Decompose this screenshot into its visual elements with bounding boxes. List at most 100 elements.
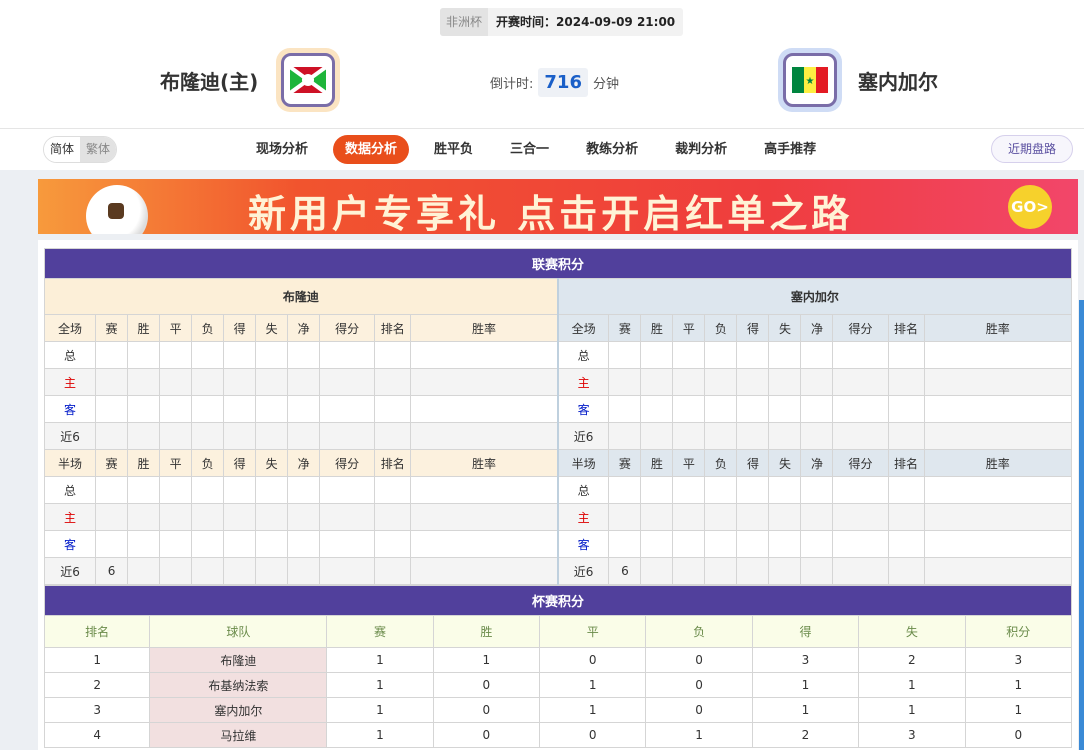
table-cell (410, 341, 559, 369)
table-cell (159, 395, 193, 423)
table-cell (672, 422, 706, 450)
table-cell (704, 395, 738, 423)
table-cell (319, 368, 376, 396)
table-cell (410, 530, 559, 558)
table-cell (410, 368, 559, 396)
table-cell: 0 (645, 697, 753, 723)
table-cell (191, 503, 225, 531)
table-cell (374, 557, 412, 585)
promo-banner[interactable]: 新用户专享礼 点击开启红单之路 GO> (38, 179, 1078, 234)
column-header: 得分 (832, 314, 889, 342)
table-row: 2 布基纳法索 1 0 1 0 1 1 1 (43, 672, 1073, 698)
table-cell: 0 (539, 722, 647, 748)
table-cell (640, 476, 674, 504)
table-cell (191, 422, 225, 450)
table-cell: 1 (326, 647, 434, 673)
table-cell (191, 395, 225, 423)
table-cell (191, 530, 225, 558)
table-cell (832, 476, 889, 504)
table-cell (832, 503, 889, 531)
column-header: 得分 (319, 314, 376, 342)
table-cell (374, 530, 412, 558)
table-cell (672, 530, 706, 558)
league-name[interactable]: 非洲杯 (440, 8, 489, 36)
tab-data[interactable]: 数据分析 (333, 135, 410, 164)
table-cell (923, 503, 1073, 531)
table-cell (768, 503, 802, 531)
table-cell (255, 368, 289, 396)
table-cell (374, 503, 412, 531)
away-team-name: 塞内加尔 (858, 69, 938, 94)
column-header: 全场 (556, 314, 610, 342)
table-cell (127, 422, 161, 450)
table-cell: 0 (432, 697, 541, 723)
column-header: 排名 (374, 314, 412, 342)
table-cell: 3 (751, 647, 860, 673)
table-cell (608, 422, 642, 450)
table-cell (374, 395, 412, 423)
table-cell (640, 503, 674, 531)
table-cell (800, 503, 834, 531)
table-cell (191, 557, 225, 585)
tab-three-in-one[interactable]: 三合一 (510, 142, 550, 157)
table-row: 总总 (43, 476, 1073, 504)
team-name[interactable]: 布隆迪 (149, 647, 328, 673)
table-cell (95, 503, 129, 531)
row-label: 总 (556, 341, 610, 369)
table-cell: 6 (608, 557, 642, 585)
row-label: 近6 (43, 422, 97, 450)
countdown: 倒计时: 716 分钟 (490, 68, 619, 97)
home-team[interactable]: 布隆迪(主) (160, 48, 341, 112)
go-button[interactable]: GO> (1008, 185, 1052, 229)
tab-referee[interactable]: 裁判分析 (675, 142, 728, 157)
table-cell (319, 476, 376, 504)
column-header: 失 (255, 314, 289, 342)
traditional-button[interactable]: 繁体 (80, 137, 117, 162)
content: 新用户专享礼 点击开启红单之路 GO> 联赛积分 布隆迪 塞内加尔 全场赛胜平负得… (0, 170, 1084, 750)
column-header: 得分 (832, 449, 889, 477)
table-cell (95, 476, 129, 504)
table-cell (672, 557, 706, 585)
row-label: 客 (556, 530, 610, 558)
recent-odds-button[interactable]: 近期盘路 (991, 135, 1073, 163)
table-cell (768, 557, 802, 585)
tab-live[interactable]: 现场分析 (256, 142, 309, 157)
table-row: 客客 (43, 530, 1073, 558)
table-cell (223, 341, 257, 369)
simplified-button[interactable]: 简体 (44, 137, 81, 162)
table-cell (95, 422, 129, 450)
team-name[interactable]: 马拉维 (149, 722, 328, 748)
table-cell (159, 503, 193, 531)
column-header: 平 (672, 314, 706, 342)
table-row: 1 布隆迪 1 1 0 0 3 2 3 (43, 647, 1073, 673)
tab-wdl[interactable]: 胜平负 (434, 142, 474, 157)
table-cell (887, 422, 925, 450)
table-cell (223, 422, 257, 450)
row-label: 主 (43, 503, 97, 531)
team-name[interactable]: 布基纳法索 (149, 672, 328, 698)
table-cell (672, 341, 706, 369)
row-label: 近6 (43, 557, 97, 585)
column-header: 赛 (608, 314, 642, 342)
table-cell: 1 (964, 672, 1073, 698)
table-cell (95, 368, 129, 396)
side-scroll-bar[interactable] (1079, 300, 1084, 750)
league-table-title: 联赛积分 (44, 248, 1072, 279)
table-cell (223, 503, 257, 531)
table-cell (800, 557, 834, 585)
column-header: 胜 (640, 314, 674, 342)
table-cell (287, 422, 321, 450)
tab-coach[interactable]: 教练分析 (586, 142, 639, 157)
column-header: 排名 (887, 314, 925, 342)
row-label: 客 (43, 395, 97, 423)
table-cell (736, 341, 770, 369)
table-cell: 6 (95, 557, 129, 585)
table-cell (608, 341, 642, 369)
team-name[interactable]: 塞内加尔 (149, 697, 328, 723)
tab-expert[interactable]: 高手推荐 (764, 142, 817, 157)
table-cell: 1 (858, 672, 966, 698)
column-header: 胜率 (410, 314, 559, 342)
away-team[interactable]: ★ 塞内加尔 (778, 48, 938, 112)
table-cell (287, 503, 321, 531)
table-cell: 1 (751, 672, 860, 698)
